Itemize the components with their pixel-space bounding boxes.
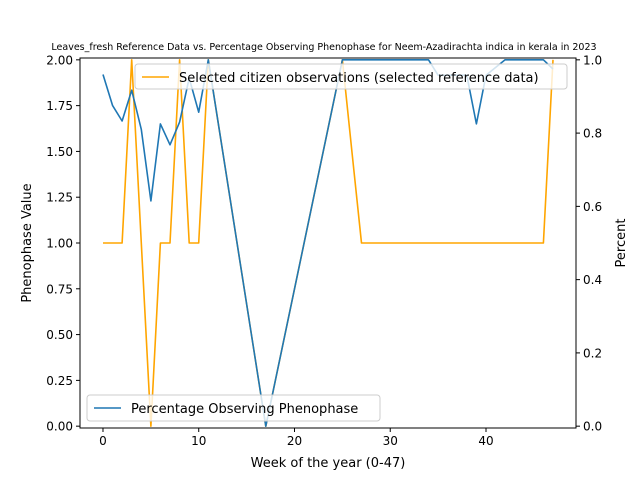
- y-tick-label-left: 2.00: [46, 53, 73, 67]
- y-tick-label-right: 0.2: [583, 346, 602, 360]
- legend-orange-label: Selected citizen observations (selected …: [179, 71, 539, 86]
- y-tick-label-left: 1.50: [46, 145, 73, 159]
- legend-orange: Selected citizen observations (selected …: [134, 63, 568, 90]
- x-tick-label: 30: [383, 434, 398, 448]
- y-tick-label-right: 0.4: [583, 273, 602, 287]
- y-tick-label-left: 0.50: [46, 328, 73, 342]
- chart-title: Leaves_fresh Reference Data vs. Percenta…: [51, 42, 596, 53]
- x-tick-label: 40: [478, 434, 493, 448]
- legend-blue-box: [86, 394, 381, 422]
- legend-blue-label: Percentage Observing Phenophase: [131, 402, 358, 417]
- y-tick-label-left: 1.25: [46, 191, 73, 205]
- y-tick-label-right: 1.0: [583, 53, 602, 67]
- legend-orange-box: [134, 63, 568, 90]
- y-tick-label-right: 0.6: [583, 200, 602, 214]
- x-tick-label: 20: [287, 434, 302, 448]
- y-tick-label-right: 0.8: [583, 127, 602, 141]
- y-tick-label-left: 0.00: [46, 420, 73, 434]
- y-axis-label-right: Percent: [614, 219, 629, 268]
- x-tick-label: 0: [99, 434, 107, 448]
- y-tick-label-left: 1.75: [46, 99, 73, 113]
- legend-blue: Percentage Observing Phenophase: [86, 394, 381, 422]
- y-tick-label-left: 0.75: [46, 282, 73, 296]
- y-tick-label-right: 0.0: [583, 420, 602, 434]
- x-tick-label: 10: [191, 434, 206, 448]
- x-axis-label: Week of the year (0-47): [251, 456, 406, 471]
- series-line-0: [103, 58, 554, 428]
- axes: 0 10 20 30 40 0.00 0.25 0.50 0.75 1.00 1.25 1.50 1.7…: [46, 53, 602, 448]
- plot-area: [102, 58, 554, 428]
- y-tick-label-left: 1.00: [46, 237, 73, 251]
- y-tick-label-left: 0.25: [46, 374, 73, 388]
- y-axis-label-left: Phenophase Value: [20, 183, 35, 302]
